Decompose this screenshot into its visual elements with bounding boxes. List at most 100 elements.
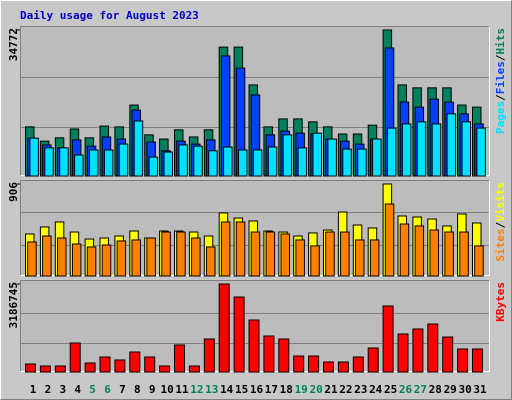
bar [278,338,290,373]
bar [327,138,337,177]
bar [208,150,218,177]
bar [282,134,293,177]
x-tick-label: 17 [265,383,278,396]
bar [263,335,275,373]
x-tick-label: 29 [444,383,457,396]
bar [412,328,424,373]
x-tick-label: 15 [235,383,248,396]
bar [444,231,454,277]
x-tick-label: 12 [190,383,203,396]
bar [148,156,159,177]
x-tick-label: 19 [295,383,308,396]
bar [399,223,410,277]
bar [442,336,454,373]
bar [476,127,486,177]
x-tick-label: 21 [324,383,338,396]
bar [74,154,84,177]
legend-entry: KBytes [494,282,507,322]
bar [206,246,216,277]
bar [308,355,320,373]
bar [163,151,173,177]
x-tick-label: 24 [369,383,383,396]
legend-separator: / [494,54,507,61]
x-tick-label: 27 [414,383,427,396]
bar [25,363,36,373]
bar [312,132,322,177]
legend-separator: / [494,94,507,101]
bar [429,229,439,277]
x-tick-label: 13 [205,383,218,396]
x-tick-label: 31 [473,383,487,396]
bar [146,237,156,277]
bar [114,359,126,373]
bar [337,361,349,373]
x-tick-label: 2 [45,383,52,396]
bar [161,231,171,277]
bar [116,240,127,277]
legend-entry: Sites [494,228,507,261]
bar [457,348,469,373]
x-tick-label: 6 [104,383,111,396]
bar [293,355,305,373]
bar [133,120,144,177]
bar [220,221,231,277]
bar [401,123,412,177]
bar [203,338,215,373]
bar [59,147,69,177]
x-tick-label: 14 [220,383,234,396]
x-tick-label: 28 [429,383,442,396]
legend-separator: / [494,221,507,228]
bar [472,348,483,373]
x-tick-label: 30 [458,383,471,396]
bar [265,231,276,277]
bar [176,231,186,277]
bar [99,356,111,373]
bar [103,149,114,177]
bar [235,221,246,277]
bar [42,235,52,277]
bar [39,365,51,373]
x-tick-label: 4 [74,383,81,396]
x-tick-label: 3 [59,383,66,396]
plot-bevel-dark [20,280,490,372]
bar [248,319,260,373]
bar [57,237,67,277]
x-tick-label: 7 [119,383,126,396]
x-tick-label: 8 [134,383,141,396]
legend-entry: Visits [494,182,507,222]
bar [369,239,380,277]
bar [367,347,379,373]
bar [238,149,248,177]
bar [71,243,82,277]
bar [159,365,171,373]
legend-entry: Hits [494,28,507,55]
bar [84,362,96,373]
bar [382,305,394,373]
bar [372,138,382,177]
x-tick-label: 26 [399,383,413,396]
bar [352,356,364,373]
chart-title: Daily usage for August 2023 [20,9,199,22]
bar [355,239,365,277]
bar [29,137,39,177]
x-tick-label: 9 [149,383,156,396]
x-tick-label: 18 [280,383,293,396]
bar [342,148,352,177]
bar [325,231,335,277]
legend: KBytes [494,282,507,322]
bar [27,241,37,277]
bar [218,283,230,373]
bar [144,356,156,373]
bar [340,231,350,277]
y-tick-label: 34772 [7,28,20,61]
bar [384,203,395,277]
bar [129,351,141,373]
x-tick-label: 5 [89,383,96,396]
bar [295,239,305,277]
x-tick-label: 22 [339,383,352,396]
x-tick-label: 16 [250,383,264,396]
bar [297,147,308,177]
bar [233,296,245,373]
